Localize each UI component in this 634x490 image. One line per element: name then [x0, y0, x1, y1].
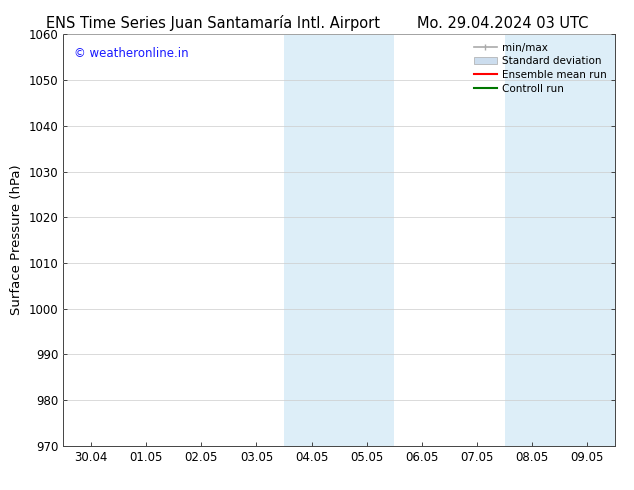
Bar — [284, 34, 394, 446]
Text: ENS Time Series Juan Santamaría Intl. Airport        Mo. 29.04.2024 03 UTC: ENS Time Series Juan Santamaría Intl. Ai… — [46, 15, 588, 31]
Legend: min/max, Standard deviation, Ensemble mean run, Controll run: min/max, Standard deviation, Ensemble me… — [470, 40, 610, 97]
Bar — [505, 34, 615, 446]
Y-axis label: Surface Pressure (hPa): Surface Pressure (hPa) — [10, 165, 23, 316]
Text: © weatheronline.in: © weatheronline.in — [74, 47, 189, 60]
